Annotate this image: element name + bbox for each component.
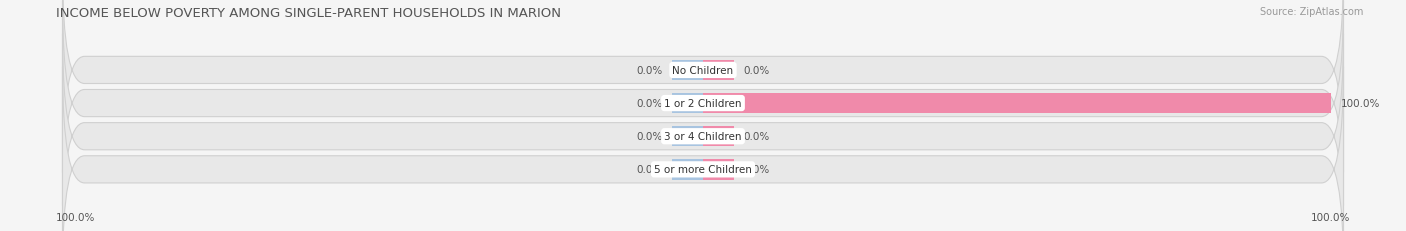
- Text: 1 or 2 Children: 1 or 2 Children: [664, 99, 742, 109]
- Bar: [703, 93, 1331, 114]
- Text: 0.0%: 0.0%: [744, 66, 770, 76]
- Text: 0.0%: 0.0%: [636, 99, 662, 109]
- Text: 0.0%: 0.0%: [636, 66, 662, 76]
- Text: 0.0%: 0.0%: [636, 132, 662, 142]
- Text: 100.0%: 100.0%: [56, 212, 96, 222]
- FancyBboxPatch shape: [62, 35, 1344, 231]
- Text: 100.0%: 100.0%: [1340, 99, 1379, 109]
- Text: No Children: No Children: [672, 66, 734, 76]
- Bar: [672, 126, 703, 147]
- Text: 3 or 4 Children: 3 or 4 Children: [664, 132, 742, 142]
- Bar: [703, 126, 734, 147]
- Bar: [672, 60, 703, 81]
- Text: 0.0%: 0.0%: [744, 165, 770, 175]
- Text: INCOME BELOW POVERTY AMONG SINGLE-PARENT HOUSEHOLDS IN MARION: INCOME BELOW POVERTY AMONG SINGLE-PARENT…: [56, 7, 561, 20]
- Text: 0.0%: 0.0%: [744, 132, 770, 142]
- Bar: [703, 60, 734, 81]
- FancyBboxPatch shape: [62, 0, 1344, 173]
- Bar: [703, 159, 734, 180]
- Bar: [672, 93, 703, 114]
- Text: Source: ZipAtlas.com: Source: ZipAtlas.com: [1260, 7, 1364, 17]
- FancyBboxPatch shape: [62, 68, 1344, 231]
- FancyBboxPatch shape: [62, 2, 1344, 206]
- Text: 0.0%: 0.0%: [636, 165, 662, 175]
- Bar: [672, 159, 703, 180]
- Text: 100.0%: 100.0%: [1310, 212, 1350, 222]
- Text: 5 or more Children: 5 or more Children: [654, 165, 752, 175]
